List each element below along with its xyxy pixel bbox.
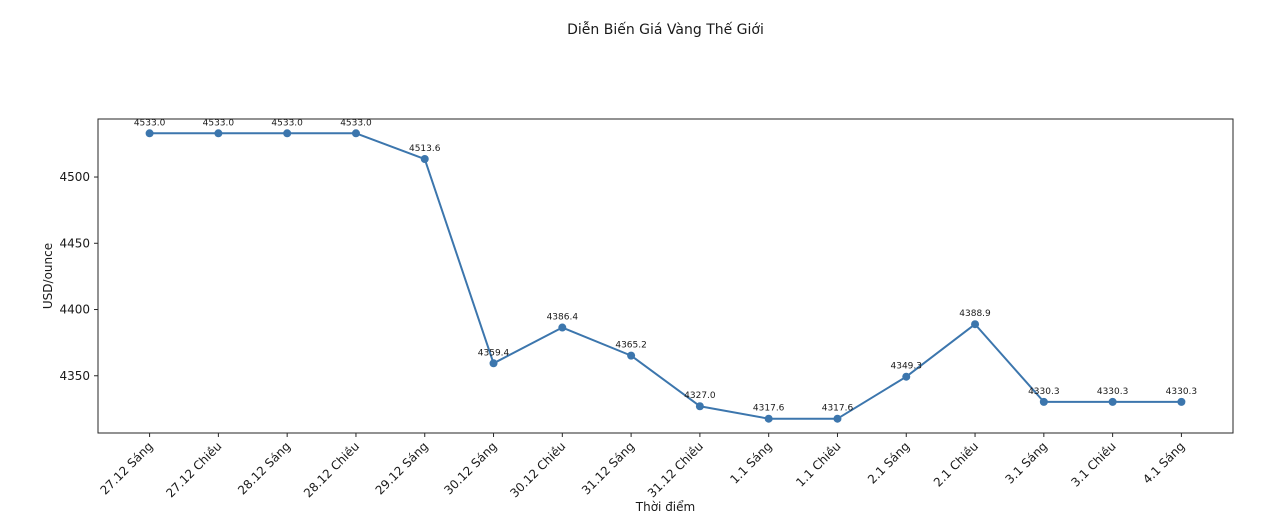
data-point-marker [764,414,773,423]
x-tick-label: 1.1 Chiều [793,439,843,489]
x-tick-label: 29.12 Sáng [373,439,431,497]
data-point-marker [351,129,360,138]
x-tick-label: 1.1 Sáng [727,439,774,486]
x-tick-label: 2.1 Chiều [931,439,981,489]
x-tick-label: 3.1 Sáng [1003,439,1050,486]
data-point-label: 4533.0 [340,118,372,128]
x-axis-title: Thời điểm [635,500,695,514]
data-point-marker [1177,397,1186,406]
x-tick-label: 30.12 Chiều [507,439,568,500]
data-point-label: 4317.6 [822,404,854,414]
x-tick-label: 30.12 Sáng [441,439,499,497]
data-point-label: 4330.3 [1166,387,1198,397]
chart-title: Diễn Biến Giá Vàng Thế Giới [567,22,764,38]
data-point-label: 4359.4 [478,348,510,358]
y-tick-label: 4350 [59,369,90,383]
data-point-marker [1039,397,1048,406]
y-axis-title: USD/ounce [41,243,55,309]
y-tick-label: 4450 [59,236,90,250]
data-point-marker [420,155,429,164]
x-tick-label: 2.1 Sáng [865,439,912,486]
data-point-marker [558,323,567,332]
data-point-label: 4533.0 [203,118,235,128]
data-point-label: 4327.0 [684,391,716,401]
data-point-label: 4533.0 [271,118,303,128]
y-tick-label: 4400 [59,303,90,317]
data-point-marker [902,372,911,381]
data-point-label: 4513.6 [409,144,441,154]
data-point-marker [145,129,154,138]
data-point-label: 4386.4 [547,313,579,323]
x-tick-label: 27.12 Sáng [97,439,155,497]
x-tick-label: 4.1 Sáng [1140,439,1187,486]
data-point-label: 4388.9 [959,309,991,319]
data-point-label: 4349.3 [891,362,923,372]
data-point-label: 4317.6 [753,404,785,414]
x-tick-label: 31.12 Chiều [645,439,706,500]
data-point-marker [489,359,498,368]
data-point-marker [214,129,223,138]
data-point-marker [1108,397,1117,406]
data-point-marker [971,320,980,329]
x-tick-label: 31.12 Sáng [579,439,637,497]
data-point-label: 4533.0 [134,118,166,128]
x-tick-label: 3.1 Chiều [1068,439,1118,489]
data-point-marker [833,414,842,423]
data-point-marker [283,129,292,138]
data-point-label: 4330.3 [1097,387,1129,397]
x-tick-label: 27.12 Chiều [163,439,224,500]
x-tick-label: 28.12 Sáng [235,439,293,497]
data-point-marker [695,402,704,411]
data-point-marker [627,351,636,360]
plot-border [97,118,1234,434]
y-tick-label: 4500 [59,170,90,184]
data-point-label: 4330.3 [1028,387,1060,397]
data-point-label: 4365.2 [615,341,647,351]
x-tick-label: 28.12 Chiều [301,439,362,500]
price-series-line [149,132,1182,420]
